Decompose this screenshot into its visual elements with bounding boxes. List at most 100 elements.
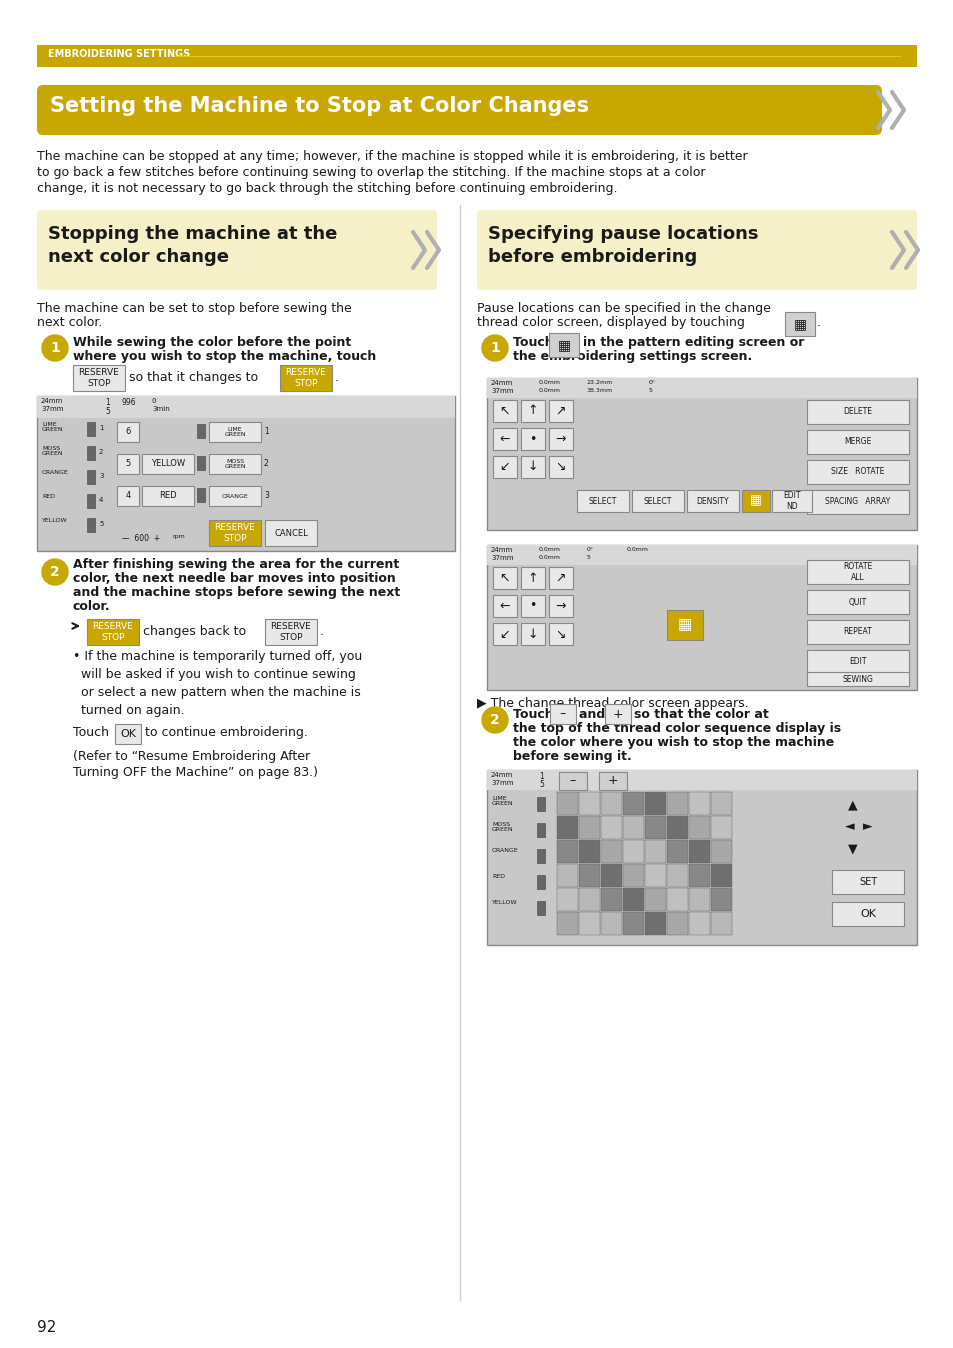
FancyBboxPatch shape (688, 864, 709, 887)
Text: 3: 3 (264, 492, 269, 500)
Text: 2: 2 (264, 460, 269, 469)
Text: 1: 1 (51, 341, 60, 355)
FancyBboxPatch shape (600, 888, 621, 911)
FancyBboxPatch shape (666, 888, 687, 911)
Text: YELLOW: YELLOW (151, 460, 185, 469)
Text: ↑: ↑ (527, 404, 537, 418)
FancyBboxPatch shape (209, 422, 261, 442)
FancyBboxPatch shape (37, 396, 455, 551)
FancyBboxPatch shape (117, 487, 139, 506)
Text: ↘: ↘ (556, 628, 566, 640)
Text: +: + (612, 708, 622, 720)
Text: the top of the thread color sequence display is: the top of the thread color sequence dis… (513, 723, 841, 735)
Text: LIME
GREEN: LIME GREEN (42, 422, 64, 433)
Text: LIME
GREEN: LIME GREEN (224, 426, 246, 437)
Text: ↖: ↖ (499, 572, 510, 585)
FancyBboxPatch shape (493, 456, 517, 479)
FancyBboxPatch shape (537, 849, 544, 863)
Text: Setting the Machine to Stop at Color Changes: Setting the Machine to Stop at Color Cha… (50, 96, 589, 116)
FancyBboxPatch shape (142, 487, 193, 506)
Text: ↓: ↓ (527, 628, 537, 640)
FancyBboxPatch shape (209, 454, 261, 474)
Text: thread color screen, displayed by touching: thread color screen, displayed by touchi… (476, 315, 744, 329)
Text: 2: 2 (99, 449, 103, 456)
FancyBboxPatch shape (578, 793, 599, 816)
Text: 0.0mm: 0.0mm (538, 388, 560, 394)
Text: the embroidering settings screen.: the embroidering settings screen. (513, 350, 752, 363)
Text: next color change: next color change (48, 248, 229, 266)
Text: 0°: 0° (586, 547, 594, 551)
Text: turned on again.: turned on again. (73, 704, 185, 717)
Text: • If the machine is temporarily turned off, you: • If the machine is temporarily turned o… (73, 650, 362, 663)
FancyBboxPatch shape (644, 793, 665, 816)
Text: RESERVE
STOP: RESERVE STOP (271, 623, 311, 642)
FancyBboxPatch shape (622, 816, 643, 838)
Text: ↗: ↗ (556, 572, 566, 585)
FancyBboxPatch shape (493, 568, 517, 589)
FancyBboxPatch shape (548, 623, 573, 644)
FancyBboxPatch shape (87, 493, 95, 508)
FancyBboxPatch shape (557, 816, 578, 838)
FancyBboxPatch shape (622, 888, 643, 911)
FancyBboxPatch shape (784, 311, 814, 336)
Text: RESERVE
STOP: RESERVE STOP (214, 523, 255, 543)
Text: 3min: 3min (152, 406, 170, 412)
Text: in the pattern editing screen or: in the pattern editing screen or (582, 336, 803, 349)
FancyBboxPatch shape (196, 488, 205, 501)
Text: The machine can be set to stop before sewing the: The machine can be set to stop before se… (37, 302, 352, 315)
Text: OK: OK (120, 729, 136, 739)
Text: 996: 996 (122, 398, 136, 407)
FancyBboxPatch shape (806, 673, 908, 686)
Text: next color.: next color. (37, 315, 102, 329)
Text: While sewing the color before the point: While sewing the color before the point (73, 336, 351, 349)
Text: DENSITY: DENSITY (696, 496, 728, 506)
FancyBboxPatch shape (806, 590, 908, 613)
Circle shape (42, 336, 68, 361)
FancyBboxPatch shape (87, 619, 139, 644)
FancyBboxPatch shape (557, 864, 578, 887)
FancyBboxPatch shape (117, 454, 139, 474)
Text: ↙: ↙ (499, 628, 510, 640)
FancyBboxPatch shape (710, 793, 731, 816)
FancyBboxPatch shape (196, 456, 205, 470)
FancyBboxPatch shape (710, 864, 731, 887)
Text: ←: ← (499, 433, 510, 445)
FancyBboxPatch shape (142, 454, 193, 474)
Text: EDIT
ND: EDIT ND (782, 491, 800, 511)
FancyBboxPatch shape (710, 840, 731, 863)
Text: SELECT: SELECT (643, 496, 672, 506)
Circle shape (42, 559, 68, 585)
Text: where you wish to stop the machine, touch: where you wish to stop the machine, touc… (73, 350, 375, 363)
Text: will be asked if you wish to continue sewing: will be asked if you wish to continue se… (73, 669, 355, 681)
FancyBboxPatch shape (644, 913, 665, 936)
FancyBboxPatch shape (688, 816, 709, 838)
Text: 5: 5 (99, 520, 103, 527)
FancyBboxPatch shape (578, 888, 599, 911)
Text: –: – (559, 708, 565, 720)
Text: color.: color. (73, 600, 111, 613)
Text: 0.0mm: 0.0mm (538, 555, 560, 559)
FancyBboxPatch shape (644, 816, 665, 838)
FancyBboxPatch shape (688, 913, 709, 936)
FancyBboxPatch shape (557, 840, 578, 863)
FancyBboxPatch shape (806, 620, 908, 644)
Text: 1: 1 (99, 425, 103, 431)
Text: 23.2mm: 23.2mm (586, 380, 613, 386)
FancyBboxPatch shape (666, 840, 687, 863)
Text: to go back a few stitches before continuing sewing to overlap the stitching. If : to go back a few stitches before continu… (37, 166, 705, 179)
Text: ▲: ▲ (847, 798, 857, 811)
FancyBboxPatch shape (688, 793, 709, 816)
Text: RED: RED (492, 874, 504, 879)
Text: EMBROIDERING SETTINGS: EMBROIDERING SETTINGS (48, 49, 190, 59)
FancyBboxPatch shape (548, 456, 573, 479)
FancyBboxPatch shape (209, 487, 261, 506)
Text: ↓: ↓ (527, 461, 537, 473)
FancyBboxPatch shape (710, 816, 731, 838)
Text: QUIT: QUIT (848, 597, 866, 607)
FancyBboxPatch shape (600, 793, 621, 816)
Text: ←: ← (499, 600, 510, 612)
Text: 1: 1 (105, 398, 110, 407)
Text: MOSS
GREEN: MOSS GREEN (224, 458, 246, 469)
FancyBboxPatch shape (710, 913, 731, 936)
FancyBboxPatch shape (115, 724, 141, 744)
